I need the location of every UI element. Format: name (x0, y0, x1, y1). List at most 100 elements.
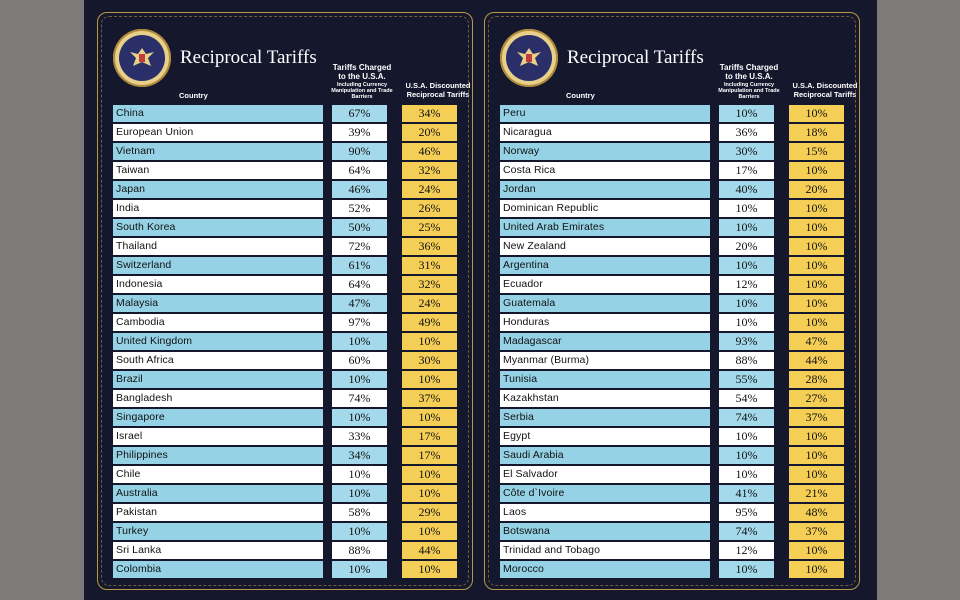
tariff-charged: 95% (719, 504, 774, 521)
charged-column-header: Tariffs Charged to the U.S.A. Including … (715, 63, 783, 100)
table-row: Saudi Arabia 10% 10% (485, 447, 859, 466)
reciprocal-tariff: 48% (789, 504, 844, 521)
country-name: Malaysia (113, 295, 323, 312)
table-row: Nicaragua 36% 18% (485, 124, 859, 143)
reciprocal-tariff: 10% (789, 276, 844, 293)
tariff-charged: 90% (332, 143, 387, 160)
charged-header-sub: Including Currency Manipulation and Trad… (718, 82, 780, 100)
country-name: Serbia (500, 409, 710, 426)
country-name: Norway (500, 143, 710, 160)
table-row: Chile 10% 10% (98, 466, 472, 485)
tariff-poster: Reciprocal Tariffs Country Tariffs Charg… (84, 0, 877, 600)
table-row: Morocco 10% 10% (485, 561, 859, 580)
tariff-charged: 47% (332, 295, 387, 312)
table-row: South Africa 60% 30% (98, 352, 472, 371)
reciprocal-tariff: 18% (789, 124, 844, 141)
table-row: South Korea 50% 25% (98, 219, 472, 238)
tariff-charged: 30% (719, 143, 774, 160)
reciprocal-tariff: 30% (402, 352, 457, 369)
table-row: Myanmar (Burma) 88% 44% (485, 352, 859, 371)
country-name: Nicaragua (500, 124, 710, 141)
table-row: Madagascar 93% 47% (485, 333, 859, 352)
tariff-charged: 10% (719, 428, 774, 445)
tariff-charged: 20% (719, 238, 774, 255)
tariff-charged: 60% (332, 352, 387, 369)
table-row: Sri Lanka 88% 44% (98, 542, 472, 561)
tariff-charged: 61% (332, 257, 387, 274)
table-row: Egypt 10% 10% (485, 428, 859, 447)
country-name: Pakistan (113, 504, 323, 521)
charged-header-main: Tariffs Charged to the U.S.A. (332, 63, 392, 81)
country-name: Philippines (113, 447, 323, 464)
reciprocal-tariff: 10% (402, 466, 457, 483)
country-name: Vietnam (113, 143, 323, 160)
table-row: El Salvador 10% 10% (485, 466, 859, 485)
table-row: India 52% 26% (98, 200, 472, 219)
country-name: Israel (113, 428, 323, 445)
country-name: Honduras (500, 314, 710, 331)
reciprocal-tariff: 10% (789, 105, 844, 122)
tariff-charged: 74% (332, 390, 387, 407)
country-name: Singapore (113, 409, 323, 426)
country-column-header: Country (179, 91, 208, 100)
reciprocal-tariff: 10% (402, 333, 457, 350)
tariff-charged: 33% (332, 428, 387, 445)
reciprocal-tariff: 10% (402, 371, 457, 388)
reciprocal-tariff: 25% (402, 219, 457, 236)
reciprocal-tariff: 26% (402, 200, 457, 217)
tariff-charged: 10% (719, 447, 774, 464)
reciprocal-tariff: 37% (789, 523, 844, 540)
country-name: Côte d`Ivoire (500, 485, 710, 502)
table-row: Israel 33% 17% (98, 428, 472, 447)
tariff-charged: 64% (332, 276, 387, 293)
country-name: United Kingdom (113, 333, 323, 350)
table-row: Côte d`Ivoire 41% 21% (485, 485, 859, 504)
reciprocal-tariff: 29% (402, 504, 457, 521)
table-row: China 67% 34% (98, 105, 472, 124)
tariff-charged: 10% (332, 561, 387, 578)
country-name: South Korea (113, 219, 323, 236)
table-row: Cambodia 97% 49% (98, 314, 472, 333)
tariff-charged: 10% (332, 485, 387, 502)
country-name: Ecuador (500, 276, 710, 293)
table-row: United Kingdom 10% 10% (98, 333, 472, 352)
country-name: Bangladesh (113, 390, 323, 407)
tariff-charged: 39% (332, 124, 387, 141)
reciprocal-tariff: 10% (789, 257, 844, 274)
tariff-charged: 41% (719, 485, 774, 502)
table-row: Malaysia 47% 24% (98, 295, 472, 314)
country-name: Madagascar (500, 333, 710, 350)
tariff-charged: 67% (332, 105, 387, 122)
table-row: Guatemala 10% 10% (485, 295, 859, 314)
tariff-charged: 36% (719, 124, 774, 141)
tariff-table-left: China 67% 34% European Union 39% 20% Vietnam 90… (98, 105, 472, 580)
tariff-charged: 10% (332, 409, 387, 426)
reciprocal-tariff: 10% (789, 447, 844, 464)
country-name: South Africa (113, 352, 323, 369)
country-name: New Zealand (500, 238, 710, 255)
table-row: Vietnam 90% 46% (98, 143, 472, 162)
country-name: Saudi Arabia (500, 447, 710, 464)
table-row: Singapore 10% 10% (98, 409, 472, 428)
reciprocal-tariff: 10% (789, 200, 844, 217)
country-name: El Salvador (500, 466, 710, 483)
tariff-charged: 10% (332, 333, 387, 350)
table-row: Peru 10% 10% (485, 105, 859, 124)
country-name: Switzerland (113, 257, 323, 274)
presidential-seal-icon (500, 29, 558, 87)
country-column-header: Country (566, 91, 595, 100)
tariff-charged: 93% (719, 333, 774, 350)
reciprocal-tariff: 17% (402, 428, 457, 445)
tariff-charged: 40% (719, 181, 774, 198)
reciprocal-tariff: 27% (789, 390, 844, 407)
tariff-table-right: Peru 10% 10% Nicaragua 36% 18% Norway 30% 15% Cos… (485, 105, 859, 580)
table-row: Jordan 40% 20% (485, 181, 859, 200)
tariff-charged: 10% (719, 561, 774, 578)
country-name: Chile (113, 466, 323, 483)
table-row: Laos 95% 48% (485, 504, 859, 523)
reciprocal-tariff: 32% (402, 162, 457, 179)
table-row: Australia 10% 10% (98, 485, 472, 504)
table-row: Pakistan 58% 29% (98, 504, 472, 523)
country-name: Peru (500, 105, 710, 122)
reciprocal-tariff: 32% (402, 276, 457, 293)
